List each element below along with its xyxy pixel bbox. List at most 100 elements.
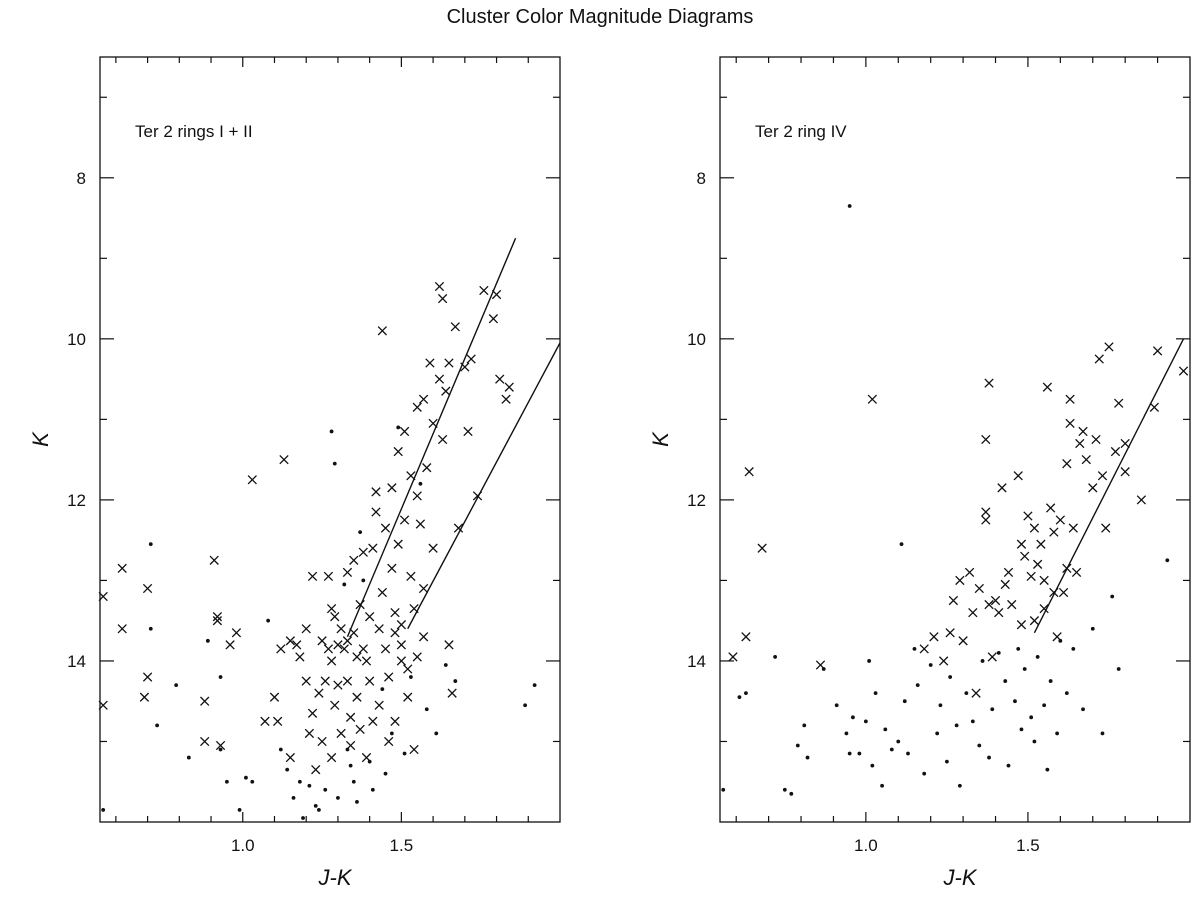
dot-point [237,808,242,812]
cross-point [380,644,391,654]
dot-point [434,731,439,736]
cross-point [269,692,280,702]
cross-point [945,628,955,638]
cross-point [1039,603,1049,614]
cross-point [984,378,994,388]
cross-point [98,591,108,602]
cross-point [333,640,343,650]
cross-point [1088,483,1098,493]
cross-point [361,656,372,666]
cross-point [1033,559,1043,569]
dot-point [922,771,927,776]
dot-point [1016,646,1021,651]
dot-point [186,755,191,760]
y-tick-label: 12 [687,491,706,510]
dot-point [928,663,933,667]
y-tick-label: 8 [77,169,86,188]
cross-point [981,507,991,517]
dot-point [857,751,862,756]
cross-point [1007,599,1017,610]
dot-point [342,582,347,587]
cross-point [495,374,505,384]
dot-point [906,751,910,756]
cross-point [1020,551,1030,561]
cross-point [418,394,429,404]
dot-point [329,429,334,434]
cross-point [447,688,457,698]
cross-point [390,628,400,638]
cross-point [1039,575,1049,586]
cross-point [434,374,445,384]
dot-point [964,691,969,696]
cross-point [272,716,283,727]
dot-point [870,763,875,768]
cross-point [1149,402,1159,412]
cross-point [968,607,978,618]
cross-point [399,515,410,525]
cross-point [323,571,334,582]
cross-point [377,326,388,336]
dot-point [899,542,904,547]
dot-point [301,816,305,820]
dot-point [805,755,810,760]
cross-point [1029,616,1040,626]
dot-point [896,739,901,744]
dot-point [1081,707,1085,712]
cross-point [1016,620,1027,630]
cross-point [377,587,388,598]
cross-point [1104,342,1114,352]
dot-point [205,638,210,643]
cross-point [1003,567,1014,578]
dot-point [323,787,328,792]
cross-point [728,652,738,662]
cross-point [342,567,353,578]
cross-point [374,700,384,710]
dot-point [737,695,742,700]
dot-point [1071,646,1076,651]
panel-right: 1.0 1.5 8 10 12 14 J-K K Ter 2 ring IV [648,56,1191,890]
cross-point [491,289,502,300]
cross-point [374,624,384,634]
cross-point [326,656,337,666]
cross-point [364,676,375,686]
cross-point [200,736,210,747]
dot-point [291,795,296,800]
cross-point [964,567,975,578]
dot-point [1032,739,1037,744]
cross-point [1075,438,1085,449]
cross-point [1101,523,1111,533]
cross-point [463,426,473,437]
cross-point [971,688,981,698]
dot-point [424,707,429,712]
cross-point [212,616,223,626]
cross-point [317,736,327,747]
dot-point [1165,558,1170,563]
cross-point [276,644,286,654]
cross-point [990,595,1001,606]
dot-point [867,659,872,663]
cross-point [1178,366,1189,376]
dot-point [1048,679,1053,683]
dot-point [821,667,826,671]
cross-point [1042,382,1053,392]
cross-point [1055,515,1065,525]
cross-point [1036,539,1046,549]
dot-point [307,783,312,788]
cross-point [225,640,235,650]
dot-point [782,787,787,792]
dot-point [948,675,953,679]
cross-point [938,656,949,666]
dot-point [1110,594,1115,599]
cross-point [919,644,929,654]
cross-point [958,636,968,646]
dot-point [313,803,318,808]
cross-point [1029,523,1040,533]
cross-point [501,394,511,404]
x-axis-title: J-K [943,865,978,890]
cross-point [974,583,984,594]
dot-point [1090,626,1095,631]
cross-point [393,539,403,549]
cross-point [212,611,223,622]
dot-point [383,771,388,776]
cross-point [349,555,359,565]
